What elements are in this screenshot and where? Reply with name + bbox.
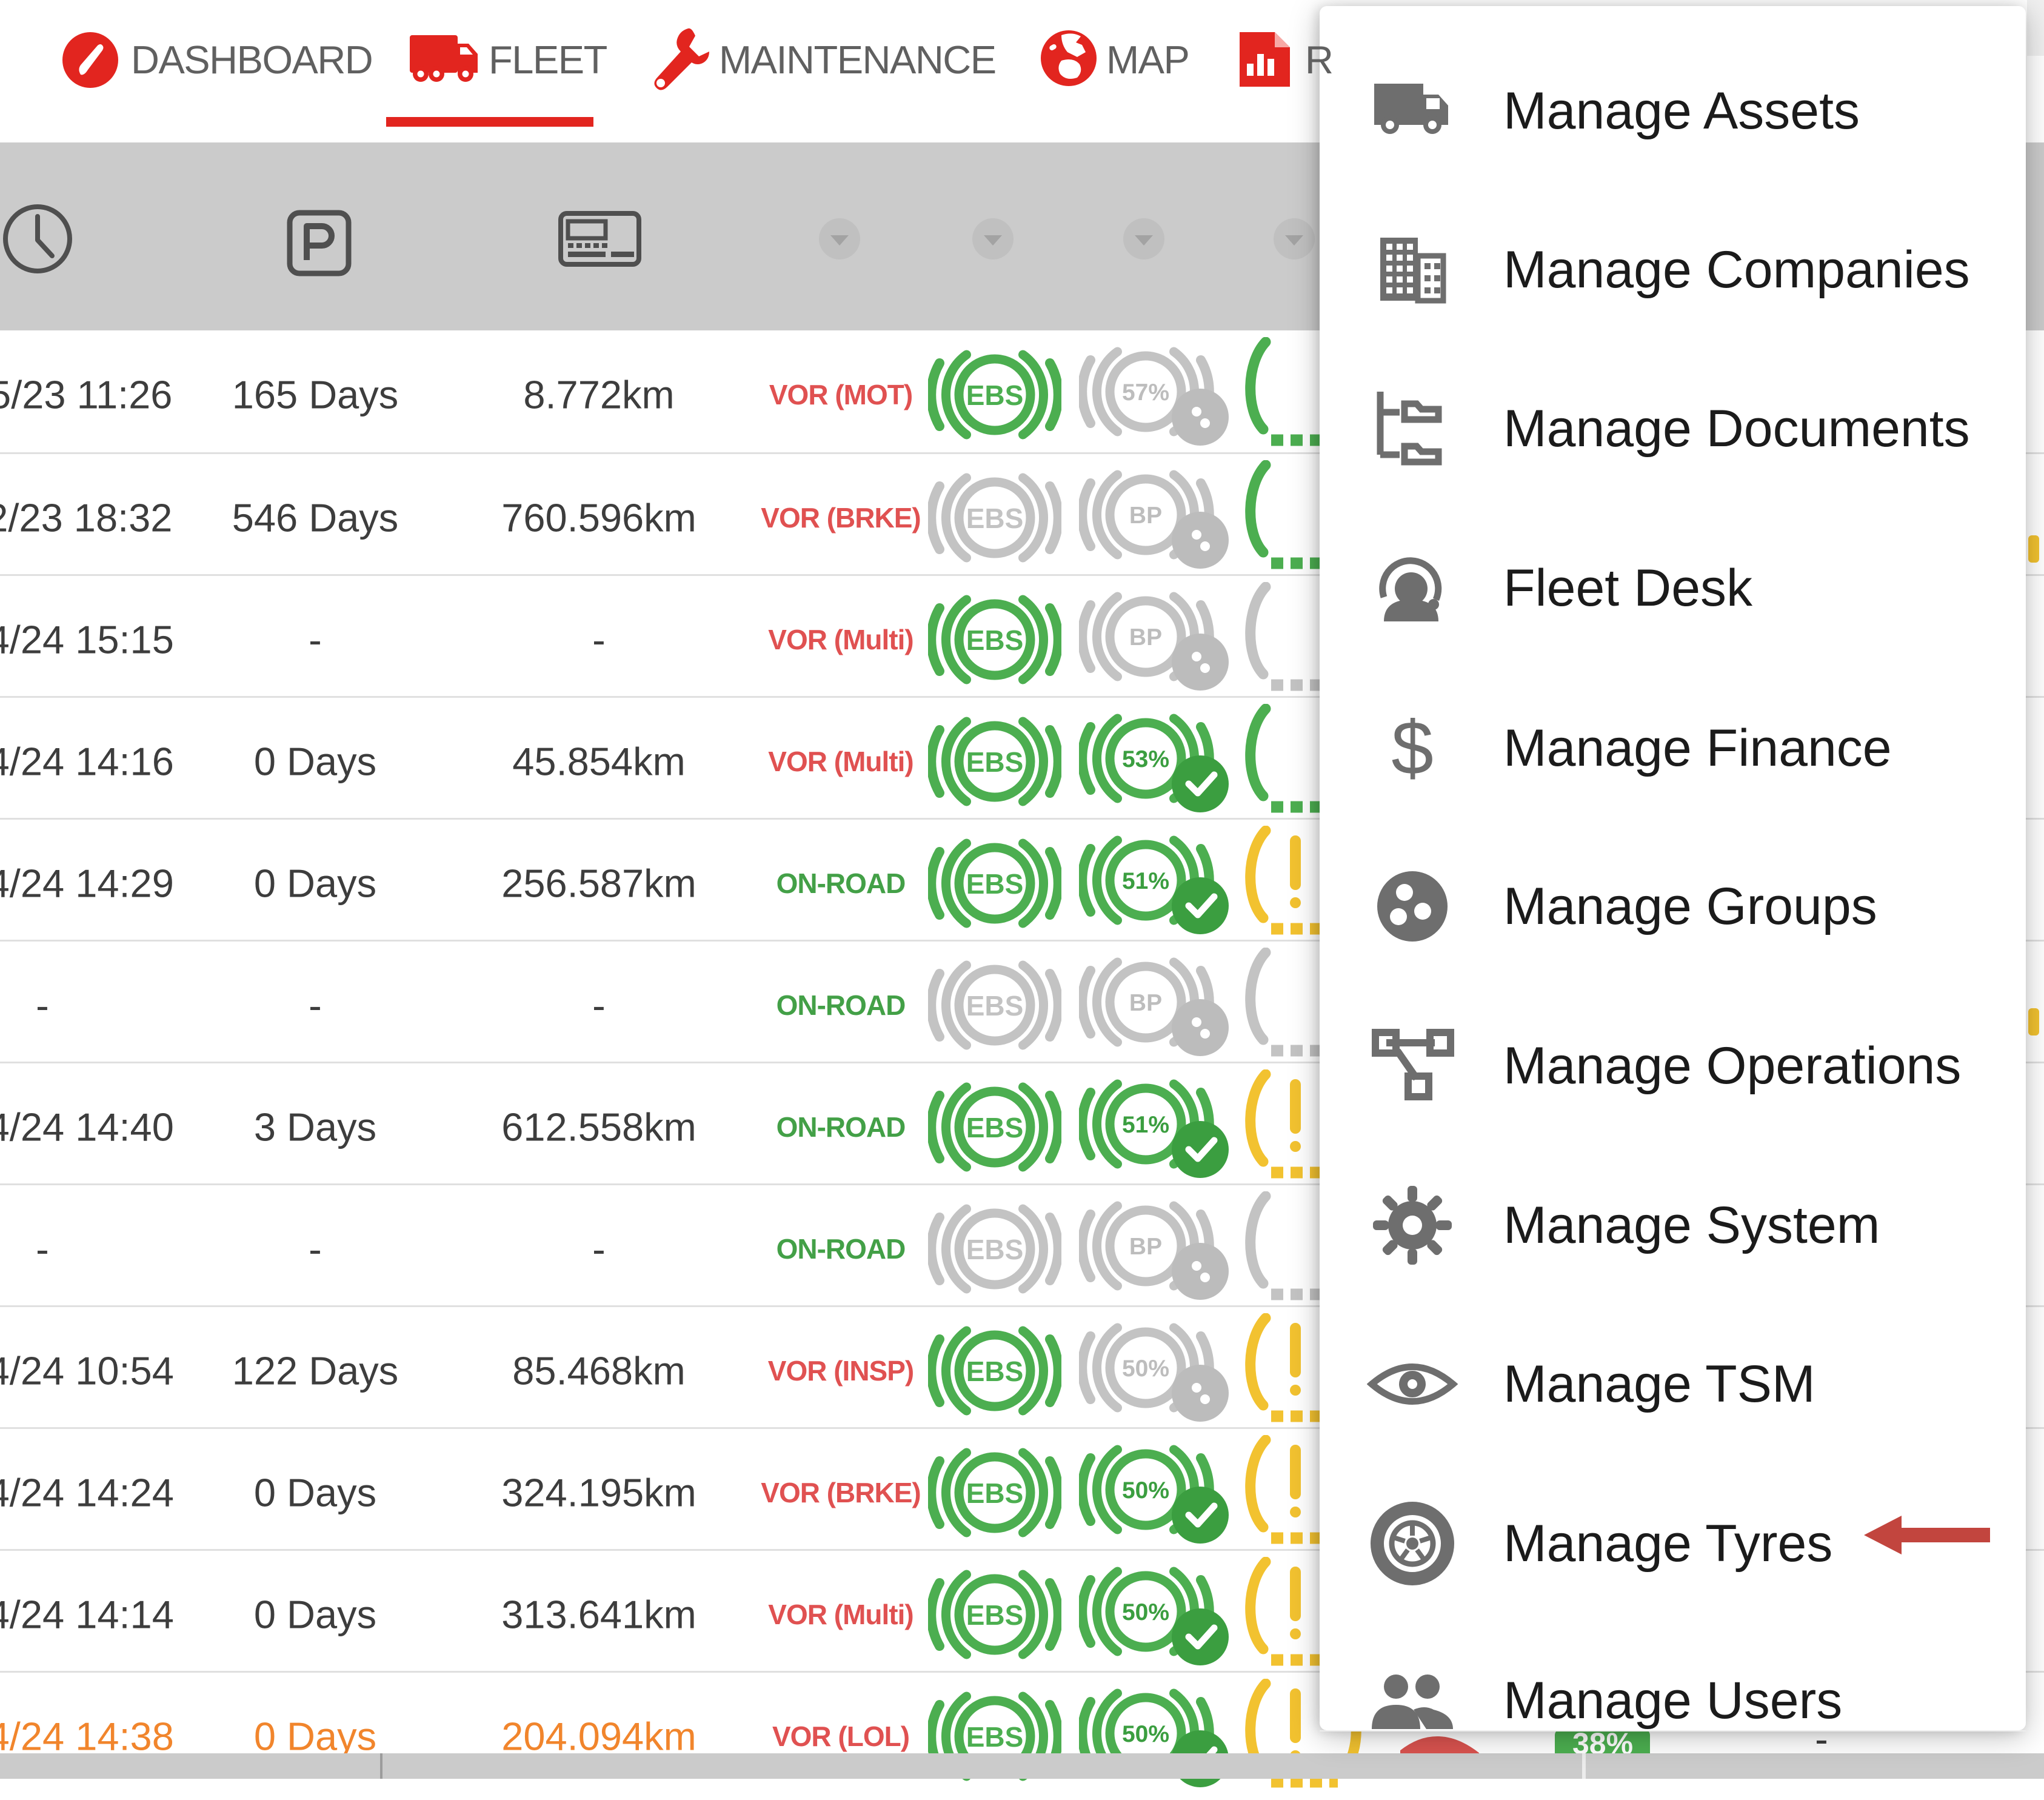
- svg-text:EBS: EBS: [966, 990, 1024, 1022]
- svg-text:50%: 50%: [1122, 1599, 1169, 1625]
- svg-text:$: $: [1391, 706, 1434, 791]
- svg-text:EBS: EBS: [966, 1234, 1024, 1265]
- svg-text:EBS: EBS: [966, 380, 1024, 411]
- svg-text:51%: 51%: [1122, 1112, 1169, 1138]
- svg-text:57%: 57%: [1122, 380, 1169, 406]
- svg-text:50%: 50%: [1122, 1356, 1169, 1382]
- svg-text:EBS: EBS: [966, 1477, 1024, 1509]
- svg-text:EBS: EBS: [966, 503, 1024, 534]
- svg-text:BP: BP: [1129, 990, 1162, 1016]
- svg-text:50%: 50%: [1122, 1721, 1169, 1747]
- svg-text:BP: BP: [1129, 503, 1162, 529]
- svg-text:EBS: EBS: [966, 1599, 1024, 1631]
- svg-text:EBS: EBS: [966, 1356, 1024, 1387]
- svg-text:BP: BP: [1129, 624, 1162, 651]
- svg-text:EBS: EBS: [966, 1721, 1024, 1753]
- svg-text:53%: 53%: [1122, 746, 1169, 772]
- svg-text:EBS: EBS: [966, 624, 1024, 656]
- svg-text:51%: 51%: [1122, 868, 1169, 894]
- svg-text:50%: 50%: [1122, 1477, 1169, 1504]
- svg-text:EBS: EBS: [966, 1112, 1024, 1143]
- svg-text:BP: BP: [1129, 1234, 1162, 1260]
- svg-text:EBS: EBS: [966, 746, 1024, 778]
- svg-text:EBS: EBS: [966, 868, 1024, 900]
